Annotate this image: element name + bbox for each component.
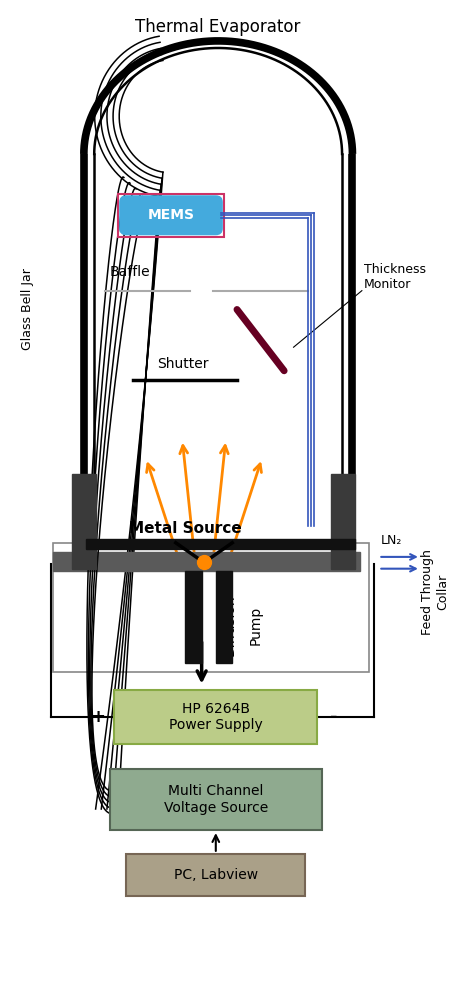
Text: Metal Source: Metal Source <box>128 521 241 536</box>
Text: LN₂: LN₂ <box>381 534 402 547</box>
FancyBboxPatch shape <box>119 195 223 235</box>
Bar <box>110 769 322 831</box>
Bar <box>53 552 359 571</box>
Bar <box>216 571 232 663</box>
Text: Thickness
Monitor: Thickness Monitor <box>364 263 426 291</box>
Text: Shutter: Shutter <box>157 357 209 371</box>
Bar <box>86 539 355 549</box>
Text: Diffusion: Diffusion <box>223 595 237 656</box>
Bar <box>72 474 96 569</box>
Text: MEMS: MEMS <box>147 208 194 222</box>
Text: Baffle: Baffle <box>110 265 150 279</box>
Bar <box>53 543 369 672</box>
Bar <box>126 854 305 896</box>
Text: -: - <box>330 708 337 726</box>
Bar <box>115 690 317 744</box>
Bar <box>331 474 355 569</box>
Bar <box>118 194 224 237</box>
Bar <box>185 571 201 663</box>
Text: Feed Through
Collar: Feed Through Collar <box>421 550 449 635</box>
Text: Pump: Pump <box>249 606 263 644</box>
Text: HP 6264B
Power Supply: HP 6264B Power Supply <box>169 702 263 732</box>
Text: +: + <box>91 708 106 726</box>
Text: Glass Bell Jar: Glass Bell Jar <box>21 269 34 351</box>
Text: PC, Labview: PC, Labview <box>174 868 258 882</box>
Text: Multi Channel
Voltage Source: Multi Channel Voltage Source <box>164 785 268 815</box>
Text: Thermal Evaporator: Thermal Evaporator <box>136 18 301 36</box>
